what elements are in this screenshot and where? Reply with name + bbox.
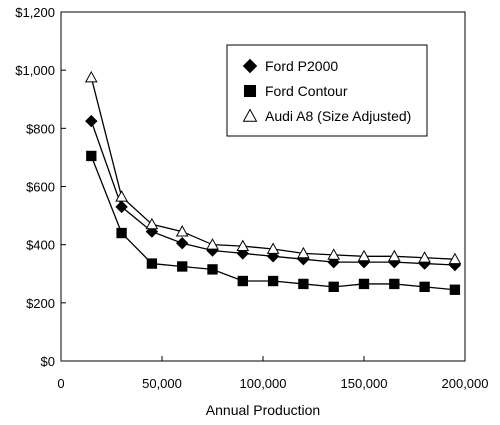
legend-marker	[243, 84, 257, 98]
data-point-marker	[389, 278, 400, 290]
x-axis: 0 50,000 100,000 150,000 200,000	[57, 356, 489, 391]
data-point-marker	[145, 217, 159, 230]
y-axis: $0 $200 $400 $600 $800 $1,000 $1,200	[15, 5, 66, 369]
series-2	[86, 150, 461, 295]
series-layer	[84, 70, 462, 295]
data-point-marker	[237, 275, 248, 287]
data-point-marker	[448, 252, 462, 265]
x-tick-label: 200,000	[442, 376, 489, 391]
data-point-marker	[267, 275, 279, 287]
x-tick-label: 50,000	[142, 376, 182, 391]
data-point-marker	[266, 242, 280, 254]
data-point-marker	[115, 190, 128, 202]
data-point-marker	[206, 238, 219, 250]
y-tick-label: $1,200	[15, 5, 55, 20]
data-point-marker	[419, 281, 430, 293]
data-point-marker	[84, 70, 98, 83]
data-point-marker	[298, 278, 309, 290]
data-point-marker	[177, 261, 188, 272]
y-tick-label: $400	[26, 238, 55, 253]
x-axis-title: Annual Production	[206, 402, 320, 418]
y-tick-label: $600	[26, 180, 55, 195]
data-point-marker	[207, 264, 218, 275]
legend-marker	[242, 108, 258, 122]
data-point-marker	[116, 227, 127, 239]
data-point-marker	[357, 249, 371, 262]
legend-label: Ford Contour	[265, 83, 348, 99]
data-point-marker	[86, 150, 97, 162]
y-tick-label: $200	[26, 296, 55, 311]
data-point-marker	[327, 248, 341, 260]
data-point-marker	[115, 200, 128, 214]
y-tick-label: $800	[26, 121, 55, 136]
data-point-marker	[418, 251, 431, 263]
data-point-marker	[328, 281, 339, 293]
y-tick-label: $0	[41, 354, 55, 369]
data-point-marker	[175, 237, 189, 250]
legend: Ford P2000 Ford Contour Audi A8 (Size Adju…	[226, 44, 428, 137]
data-point-marker	[175, 225, 189, 237]
x-tick-label: 100,000	[240, 376, 287, 391]
data-point-marker	[146, 258, 158, 269]
data-point-marker	[358, 278, 370, 290]
y-tick-label: $1,000	[15, 63, 55, 78]
data-point-marker	[449, 284, 461, 295]
data-point-marker	[297, 246, 310, 259]
legend-box	[226, 44, 428, 137]
x-tick-label: 0	[57, 376, 64, 391]
series-3	[84, 70, 462, 265]
x-tick-label: 150,000	[341, 376, 388, 391]
data-point-marker	[236, 239, 250, 252]
legend-label: Ford P2000	[265, 58, 338, 74]
data-point-marker	[387, 249, 401, 262]
data-point-marker	[85, 114, 98, 128]
legend-marker	[242, 58, 258, 74]
legend-label: Audi A8 (Size Adjusted)	[265, 108, 411, 124]
series-line	[90, 155, 455, 291]
